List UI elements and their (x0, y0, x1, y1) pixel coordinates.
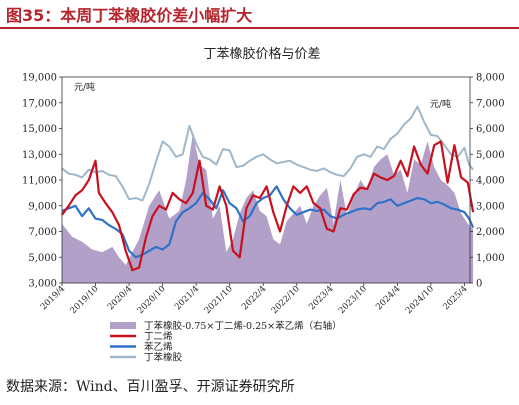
right-axis-unit: 元/吨 (430, 98, 451, 110)
y-right-tick-label: 6,000 (476, 124, 505, 135)
series-line-3 (61, 105, 474, 202)
chart-title: 丁苯橡胶价格与价差 (203, 46, 320, 62)
legend-swatch-area (110, 322, 136, 329)
x-tick-label: 2021/4 (173, 284, 201, 312)
x-tick-label: 2023/4 (307, 284, 335, 312)
figure-title: 图35：本周丁苯橡胶价差小幅扩大 (6, 6, 253, 25)
chart-container: 丁苯橡胶价格与价差 元/吨 元/吨 3,000 5,000 7,000 9,000 11… (0, 30, 519, 372)
y-left-tick-label: 9,000 (28, 201, 57, 212)
y-left-tick-label: 5,000 (28, 253, 57, 264)
title-underline (0, 27, 519, 29)
series-spread-area (62, 133, 474, 283)
legend-label: 丁苯橡胶-0.75×丁二烯-0.25×苯乙烯（右轴） (144, 320, 342, 332)
x-tick-label: 2021/10 (203, 284, 235, 316)
x-tick-label: 2022/10 (270, 284, 302, 316)
y-left-tick-label: 7,000 (28, 227, 57, 238)
y-right-tick-label: 7,000 (476, 98, 505, 109)
y-right-tick-label: 5,000 (476, 150, 505, 161)
legend-label: 丁苯橡胶 (144, 352, 183, 364)
legend-label: 丁二烯 (144, 331, 173, 343)
x-tick-label: 2023/10 (337, 284, 369, 316)
series-line-1 (61, 140, 475, 272)
plot-area (61, 105, 475, 283)
y-right-tick-label: 2,000 (476, 227, 505, 238)
x-tick-label: 2024/10 (404, 284, 436, 316)
y-right-tick-label: 4,000 (476, 176, 505, 187)
left-axis-unit: 元/吨 (74, 81, 95, 93)
legend-label: 苯乙烯 (144, 341, 173, 353)
x-tick-label: 2025/4 (441, 284, 469, 312)
y-left-tick-label: 15,000 (22, 124, 57, 135)
y-left-tick-label: 11,000 (22, 176, 57, 187)
data-source-note: 数据来源：Wind、百川盈孚、开源证券研究所 (6, 379, 295, 395)
y-right-tick-label: 1,000 (476, 253, 505, 264)
y-left-tick-label: 3,000 (28, 279, 57, 290)
x-tick-label: 2020/10 (136, 284, 168, 316)
y-left-tick-label: 17,000 (22, 98, 57, 109)
y-left-tick-label: 13,000 (22, 150, 57, 161)
x-tick-label: 2019/10 (69, 284, 101, 316)
x-tick-label: 2022/4 (240, 284, 268, 312)
x-tick-label: 2024/4 (374, 284, 402, 312)
y-left-tick-label: 19,000 (22, 73, 57, 84)
y-right-tick-label: 8,000 (476, 73, 505, 84)
y-right-tick-label: 0 (476, 279, 482, 290)
chart-svg: 丁苯橡胶价格与价差 元/吨 元/吨 3,000 5,000 7,000 9,000 11… (22, 46, 505, 364)
y-right-tick-label: 3,000 (476, 201, 505, 212)
x-tick-label: 2020/4 (106, 284, 134, 312)
